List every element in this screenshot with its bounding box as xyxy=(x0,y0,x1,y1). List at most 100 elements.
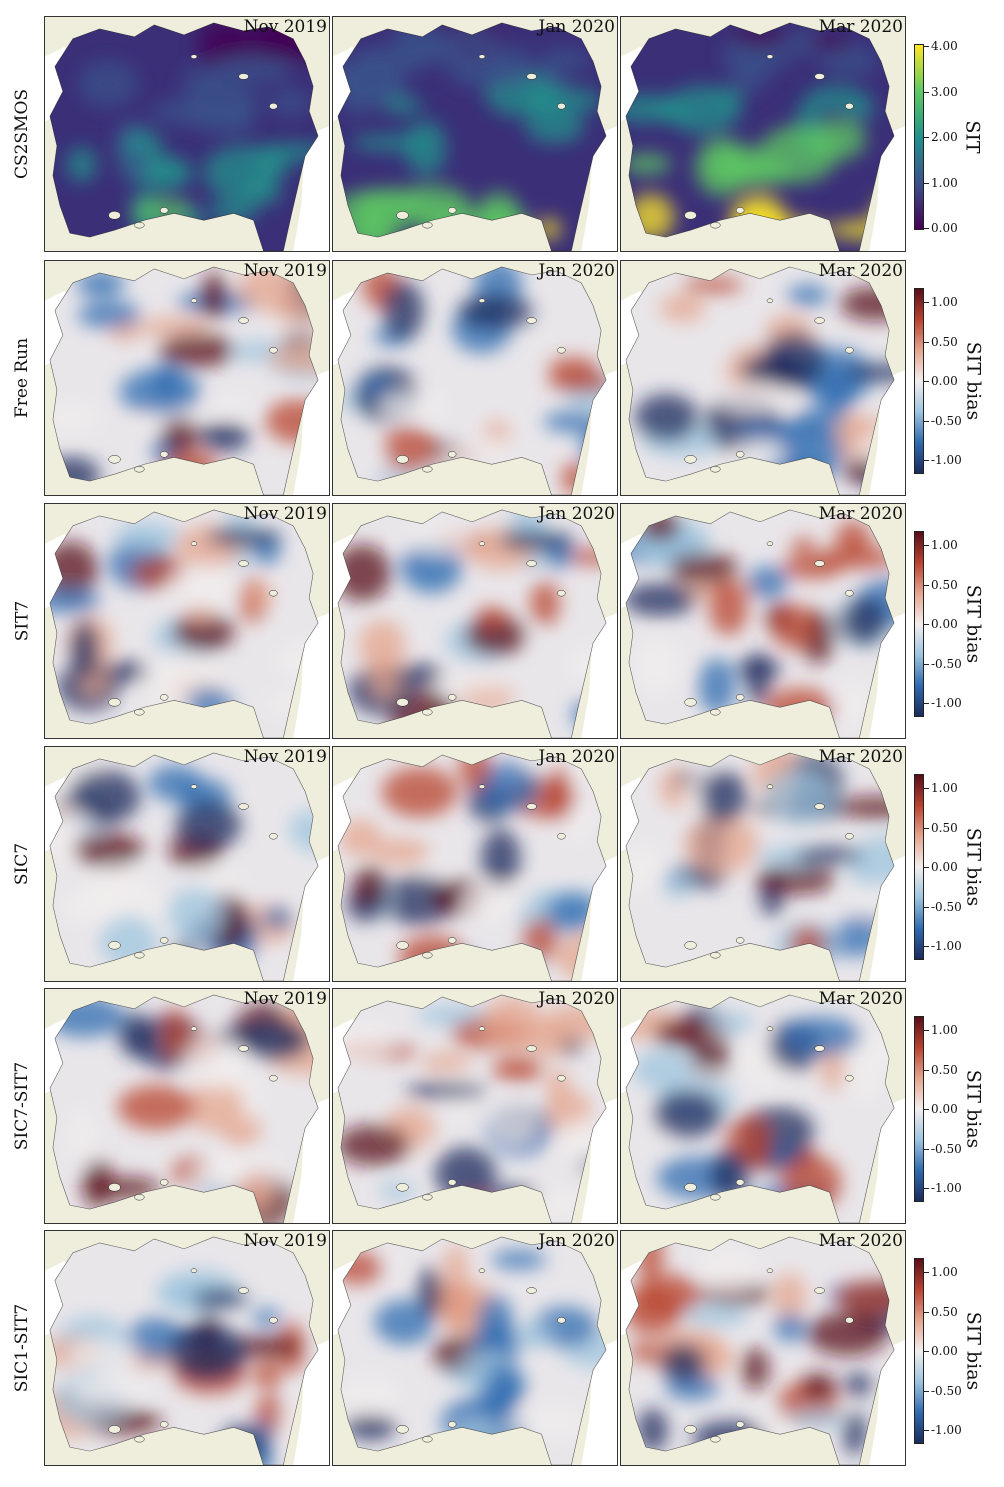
arctic-map xyxy=(45,17,329,251)
colorbar-tick xyxy=(924,703,929,704)
colorbar-tick xyxy=(924,228,929,229)
colorbar-tick-label: -0.50 xyxy=(931,899,962,914)
colorbar-tick-label: -0.50 xyxy=(931,656,962,671)
ice-field xyxy=(49,1236,319,1465)
map-panel: Nov 2019 xyxy=(44,503,330,739)
colorbar-title: SIT bias xyxy=(962,1311,984,1391)
map-panel: Mar 2020 xyxy=(620,988,906,1224)
ice-field xyxy=(49,994,319,1223)
colorbar-tick xyxy=(924,1390,929,1392)
map-panel: Nov 2019 xyxy=(44,16,330,252)
map-panel: Jan 2020 xyxy=(332,746,618,982)
colorbar-tick xyxy=(924,1430,929,1431)
colorbar-title: SIT bias xyxy=(962,584,984,664)
colorbar-title: SIT bias xyxy=(962,341,984,421)
panel-month-label: Jan 2020 xyxy=(538,261,615,281)
ice-field xyxy=(625,1236,895,1465)
map-panel: Nov 2019 xyxy=(44,746,330,982)
row-label: SIC7-SIT7 xyxy=(12,1061,33,1151)
colorbar-tick xyxy=(924,906,929,908)
colorbar-tick-label: 0.00 xyxy=(931,374,958,388)
colorbar-tick-label: 0.00 xyxy=(931,617,958,631)
colorbar-tick xyxy=(924,584,929,586)
panel-month-label: Nov 2019 xyxy=(243,261,327,281)
colorbar-tick-label: 0.00 xyxy=(931,221,958,235)
arctic-map xyxy=(45,504,329,738)
map-panel: Jan 2020 xyxy=(332,988,618,1224)
panel-month-label: Mar 2020 xyxy=(818,1231,903,1251)
colorbar-tick xyxy=(924,91,929,93)
colorbar-tick-label: -0.50 xyxy=(931,1141,962,1156)
colorbar-tick-label: -1.00 xyxy=(931,696,962,710)
colorbar-tick xyxy=(924,1351,929,1352)
ice-field xyxy=(625,266,895,495)
map-panel: Nov 2019 xyxy=(44,260,330,496)
ice-field xyxy=(337,752,607,981)
colorbar xyxy=(914,44,924,230)
colorbar-tick-label: 1.00 xyxy=(931,538,958,552)
colorbar-tick-label: 0.00 xyxy=(931,1102,958,1116)
colorbar-tick xyxy=(924,663,929,665)
map-panel: Jan 2020 xyxy=(332,1230,618,1466)
ice-field xyxy=(625,509,895,738)
map-panel: Jan 2020 xyxy=(332,260,618,496)
panel-month-label: Mar 2020 xyxy=(818,747,903,767)
arctic-map xyxy=(621,504,905,738)
arctic-map xyxy=(621,1231,905,1465)
row-label: SIT7 xyxy=(12,600,32,642)
panel-month-label: Nov 2019 xyxy=(243,747,327,767)
colorbar-tick-label: -1.00 xyxy=(931,939,962,953)
colorbar-tick-label: 3.00 xyxy=(931,84,958,99)
colorbar-tick xyxy=(924,788,929,789)
colorbar xyxy=(914,1016,924,1202)
arctic-map xyxy=(45,747,329,981)
ice-field xyxy=(625,22,895,251)
arctic-map xyxy=(45,989,329,1223)
arctic-map xyxy=(45,1231,329,1465)
map-panel: Nov 2019 xyxy=(44,988,330,1224)
panel-month-label: Jan 2020 xyxy=(538,17,615,37)
panel-month-label: Jan 2020 xyxy=(538,747,615,767)
colorbar-tick-label: 0.50 xyxy=(931,820,958,835)
colorbar-tick-label: 4.00 xyxy=(931,39,958,53)
colorbar-tick xyxy=(924,1188,929,1189)
colorbar xyxy=(914,288,924,474)
ice-field xyxy=(49,22,319,251)
map-panel: Nov 2019 xyxy=(44,1230,330,1466)
panel-month-label: Mar 2020 xyxy=(818,989,903,1009)
colorbar-tick xyxy=(924,827,929,829)
ice-field xyxy=(49,752,319,981)
colorbar-tick-label: 0.50 xyxy=(931,577,958,592)
arctic-map xyxy=(621,17,905,251)
ice-field xyxy=(625,752,895,981)
panel-month-label: Nov 2019 xyxy=(243,504,327,524)
ice-field xyxy=(337,509,607,738)
colorbar-tick xyxy=(924,1148,929,1150)
colorbar-tick-label: 1.00 xyxy=(931,781,958,795)
arctic-map xyxy=(333,1231,617,1465)
colorbar-tick-label: -0.50 xyxy=(931,1383,962,1398)
ice-field xyxy=(49,509,319,738)
panel-month-label: Nov 2019 xyxy=(243,17,327,37)
colorbar-tick xyxy=(924,1311,929,1313)
colorbar-tick-label: 0.00 xyxy=(931,860,958,874)
map-panel: Mar 2020 xyxy=(620,746,906,982)
map-panel: Mar 2020 xyxy=(620,1230,906,1466)
map-panel: Jan 2020 xyxy=(332,16,618,252)
colorbar xyxy=(914,774,924,960)
row-label: SIC1-SIT7 xyxy=(12,1303,33,1393)
map-panel: Jan 2020 xyxy=(332,503,618,739)
ice-field xyxy=(337,994,607,1223)
ice-field xyxy=(49,266,319,495)
map-panel: Mar 2020 xyxy=(620,16,906,252)
row-label: CS2SMOS xyxy=(12,88,33,180)
panel-month-label: Nov 2019 xyxy=(243,1231,327,1251)
arctic-map xyxy=(333,747,617,981)
colorbar-tick-label: 0.50 xyxy=(931,1304,958,1319)
colorbar-tick-label: 1.00 xyxy=(931,295,958,309)
colorbar-tick-label: 1.00 xyxy=(931,1265,958,1279)
colorbar-title: SIT bias xyxy=(962,827,984,907)
map-panel: Mar 2020 xyxy=(620,503,906,739)
colorbar-tick-label: 0.50 xyxy=(931,1062,958,1077)
panel-month-label: Mar 2020 xyxy=(818,504,903,524)
